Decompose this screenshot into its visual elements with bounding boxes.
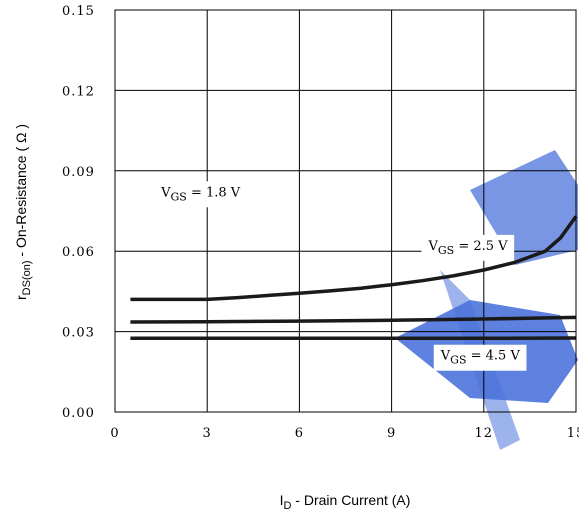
y-tick-label: 0.06 — [62, 245, 95, 260]
annotation-sub: GS — [438, 244, 454, 257]
x-axis-label-sub: D — [283, 500, 291, 512]
annotation-background — [433, 344, 527, 371]
y-tick-label: 0.12 — [62, 84, 95, 99]
y-axis-label-main: r — [13, 295, 29, 300]
x-axis-label: ID - Drain Current (A) — [280, 492, 411, 512]
y-tick-label: 0.09 — [62, 165, 95, 180]
x-axis-label-main: I — [280, 492, 284, 508]
annotation-label: VGS = 1.8 V — [160, 185, 241, 203]
annotation-label: VGS = 2.5 V — [427, 239, 508, 257]
x-axis-label-rest: - Drain Current (A) — [291, 492, 410, 508]
y-tick-label: 0.00 — [62, 406, 95, 421]
x-tick-label: 15 — [567, 426, 579, 441]
watermark-logo — [395, 150, 578, 450]
x-tick-label: 0 — [110, 426, 119, 441]
series-line-1 — [130, 215, 578, 302]
series-line-2 — [130, 315, 577, 324]
annotation-sub: GS — [450, 354, 466, 367]
x-tick-label: 9 — [387, 426, 396, 441]
y-tick-labels: 0.00 0.03 0.06 0.09 0.12 0.15 — [62, 4, 95, 421]
x-tick-labels: 0 3 6 9 12 15 — [110, 426, 579, 441]
annotation-main: V — [440, 349, 451, 364]
annotation-rest: = 4.5 V — [466, 349, 520, 364]
y-axis-label: rDS(on) - On-Resistance ( Ω ) — [13, 124, 33, 300]
annotation-rest: = 1.8 V — [187, 185, 241, 200]
x-tick-label: 12 — [475, 426, 494, 441]
annotation-background — [421, 234, 515, 261]
x-tick-label: 3 — [203, 426, 212, 441]
plot-frame — [114, 9, 577, 413]
annotation-sub: GS — [170, 190, 186, 203]
x-tick-label: 6 — [295, 426, 304, 441]
y-tick-label: 0.15 — [62, 4, 95, 19]
annotation-background — [154, 181, 247, 208]
annotation-label: VGS = 4.5 V — [440, 349, 521, 367]
y-tick-label: 0.03 — [62, 326, 95, 341]
series-group — [130, 215, 578, 341]
y-axis-label-rest: - On-Resistance ( Ω ) — [13, 124, 29, 261]
annotation-main: V — [427, 239, 438, 254]
annotation-rest: = 2.5 V — [454, 239, 508, 254]
annotation-main: V — [160, 185, 171, 200]
y-axis-label-sub: DS(on) — [21, 260, 33, 295]
